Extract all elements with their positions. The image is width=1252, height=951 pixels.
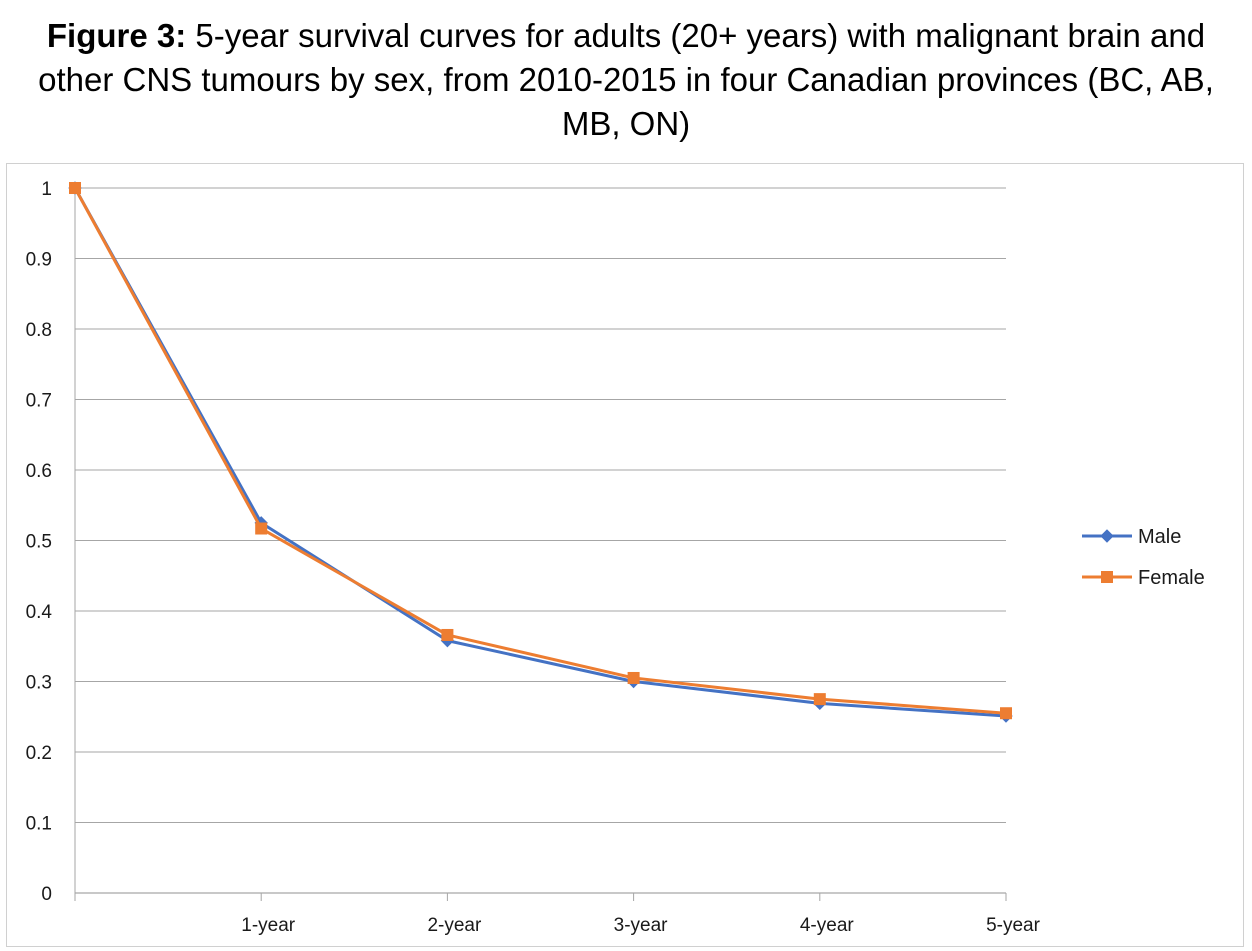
y-tick-label: 1 (41, 179, 52, 200)
chart-frame (6, 163, 1244, 947)
female-point (69, 182, 81, 194)
male-series (68, 181, 1013, 723)
x-tick-label: 2-year (427, 915, 482, 936)
female-series (69, 182, 1012, 720)
female-point (441, 628, 454, 641)
legend-swatch-marker (1101, 571, 1113, 583)
female-point (255, 522, 268, 535)
y-tick-label: 0.2 (26, 743, 52, 764)
female-point (813, 693, 826, 706)
y-tick-label: 0.4 (26, 602, 53, 623)
x-tick-label: 5-year (986, 915, 1041, 936)
x-tick-label: 1-year (241, 915, 296, 936)
y-tick-label: 0.5 (26, 532, 52, 553)
figure-title-text: 5-year survival curves for adults (20+ y… (38, 17, 1214, 142)
series (68, 181, 1013, 723)
female-line (73, 187, 1007, 715)
x-tick-label: 3-year (614, 915, 669, 936)
legend-item-female: Female (1082, 567, 1205, 589)
axes: 0 0.1 0.2 0.3 0.4 0.5 0.6 0.7 0.8 0.9 1 1-year 2-yea… (26, 179, 1041, 936)
male-line (73, 187, 1007, 718)
female-point (627, 671, 640, 684)
y-tick-label: 0.6 (26, 461, 52, 482)
legend-swatch-marker (1100, 529, 1114, 543)
legend: Male Female (1082, 526, 1205, 589)
legend-label: Female (1138, 567, 1205, 589)
gridlines (75, 187, 1006, 823)
figure-title-lead: Figure 3: (46, 17, 187, 54)
y-tick-label: 0.8 (26, 320, 52, 341)
y-tick-label: 0.7 (26, 391, 52, 412)
y-tick-label: 0.9 (26, 250, 52, 271)
y-tick-label: 0.3 (26, 673, 52, 694)
figure-title: Figure 3: 5-year survival curves for adu… (10, 14, 1242, 146)
x-tick-label: 4-year (800, 915, 855, 936)
y-tick-label: 0.1 (26, 814, 52, 835)
legend-label: Male (1138, 526, 1181, 548)
legend-item-male: Male (1082, 526, 1181, 548)
y-tick-label: 0 (41, 884, 52, 905)
female-point (1000, 707, 1012, 720)
